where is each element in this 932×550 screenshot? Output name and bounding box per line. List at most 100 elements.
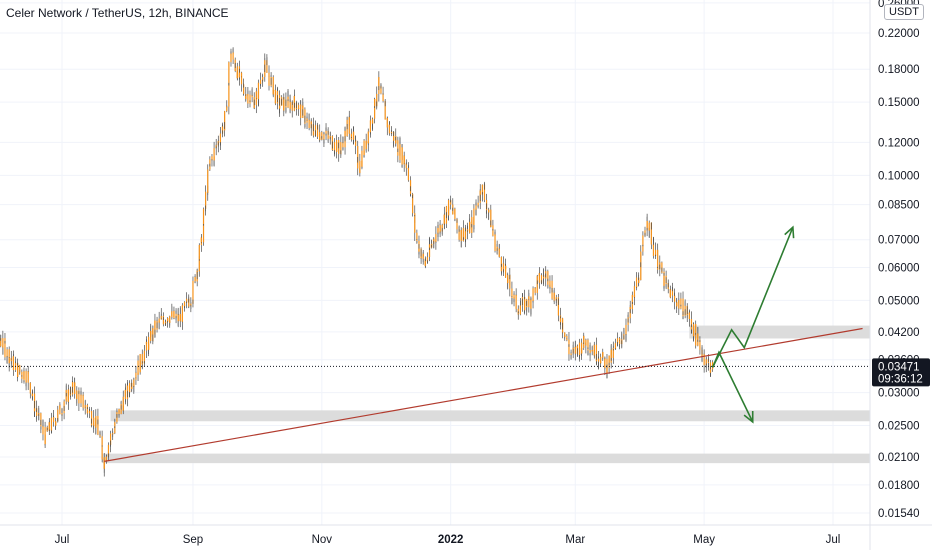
y-tick-label-6: 0.08500 — [878, 200, 920, 212]
candle-body-121 — [103, 457, 105, 469]
candle-body-225 — [213, 148, 215, 161]
candle-body-60 — [40, 413, 42, 426]
candle-body-544 — [551, 280, 553, 293]
price-axis[interactable]: 0.260000.220000.180000.150000.120000.100… — [869, 0, 920, 550]
candle-body-496 — [500, 256, 502, 267]
candle-body-511 — [515, 295, 517, 309]
candle-body-42 — [21, 371, 23, 377]
candle-body-437 — [437, 227, 439, 233]
candle-body-27 — [4, 343, 6, 358]
candle-body-560 — [568, 339, 570, 347]
candle-body-135 — [118, 409, 120, 415]
candle-body-403 — [401, 147, 403, 165]
candle-body-109 — [90, 423, 93, 426]
candle-body-191 — [177, 315, 179, 322]
candle-body-102 — [84, 407, 86, 409]
candle-body-153 — [137, 360, 139, 375]
candle-body-689 — [703, 354, 705, 366]
candle-body-505 — [509, 279, 511, 289]
bullish-projection-head — [784, 225, 795, 239]
candle-body-323 — [316, 129, 319, 137]
y-tick-label-4: 0.12000 — [878, 137, 920, 149]
candle-body-313 — [306, 118, 308, 120]
candle-body-193 — [179, 313, 181, 322]
candle-body-537 — [543, 276, 545, 279]
candle-body-219 — [207, 169, 209, 193]
candle-body-273 — [264, 60, 266, 65]
candle-body-479 — [481, 184, 483, 193]
candle-body-139 — [122, 396, 124, 411]
candle-body-283 — [274, 89, 276, 104]
support-zone-upper — [110, 410, 871, 422]
candle-body-467 — [469, 221, 471, 234]
candle-body-335 — [329, 136, 331, 138]
candle-body-165 — [150, 330, 152, 342]
candle-body-393 — [390, 131, 393, 133]
candle-body-181 — [167, 318, 169, 322]
candle-body-287 — [278, 105, 281, 109]
candle-body-127 — [109, 433, 112, 441]
time-axis[interactable]: Jul Sep Nov 2022 Mar May Jul — [0, 524, 932, 546]
support-trendline — [104, 327, 863, 462]
candle-body-397 — [395, 140, 397, 144]
candle-body-29 — [6, 349, 8, 356]
candle-body-666 — [680, 304, 682, 309]
candle-body-209 — [196, 270, 198, 272]
candle-body-79 — [59, 405, 61, 415]
arrows-layer — [711, 225, 795, 424]
candle-body-132 — [116, 413, 118, 423]
candle-body-415 — [414, 216, 416, 233]
candle-body-367 — [363, 140, 365, 156]
candle-body-277 — [268, 76, 270, 86]
candle-body-357 — [352, 131, 355, 140]
currency-unit-button[interactable]: USDT — [884, 4, 924, 20]
candle-body-619 — [629, 307, 631, 310]
candle-body-31 — [8, 357, 10, 364]
candle-body-238 — [228, 82, 230, 107]
candle-body-51 — [29, 392, 31, 394]
candle-body-75 — [55, 421, 57, 426]
candle-body-107 — [88, 410, 91, 412]
candle-body-169 — [154, 320, 156, 330]
candle-body-661 — [673, 295, 676, 302]
candle-body-469 — [471, 217, 473, 225]
x-tick-label-2: Nov — [312, 534, 333, 546]
candle-body-522 — [528, 296, 530, 308]
candle-body-331 — [325, 130, 327, 134]
candle-body-365 — [361, 150, 363, 167]
candle-body-133 — [116, 412, 118, 414]
candle-body-223 — [211, 156, 213, 160]
candle-body-523 — [528, 296, 530, 300]
candle-body-685 — [699, 342, 701, 350]
candle-body-515 — [519, 305, 521, 309]
candle-body-547 — [553, 292, 555, 301]
candle-body-67 — [46, 430, 48, 432]
candle-body-257 — [247, 94, 249, 104]
candle-body-101 — [82, 395, 84, 408]
candle-body-488 — [492, 225, 494, 231]
candle-body-413 — [412, 198, 414, 214]
y-tick-label-16: 0.01540 — [878, 508, 920, 520]
candle-body-373 — [369, 120, 371, 133]
candle-body-375 — [371, 118, 374, 124]
candle-body-253 — [243, 87, 245, 94]
candle-body-630 — [642, 244, 644, 252]
candle-body-409 — [407, 167, 410, 181]
candle-body-543 — [549, 280, 551, 287]
candle-body-453 — [454, 208, 456, 220]
candle-body-163 — [148, 336, 150, 350]
candle-body-221 — [209, 159, 211, 164]
candle-body-297 — [289, 102, 291, 109]
candle-body-117 — [99, 435, 101, 437]
candle-body-433 — [433, 239, 435, 242]
candle-body-591 — [600, 356, 602, 364]
candle-body-563 — [570, 353, 572, 355]
candle-body-450 — [452, 204, 454, 211]
y-tick-label-9: 0.05000 — [878, 295, 920, 307]
candle-body-695 — [709, 369, 712, 373]
candle-body-108 — [90, 411, 93, 424]
candle-body-295 — [287, 96, 289, 100]
candle-body-489 — [492, 230, 494, 236]
candle-body-627 — [638, 280, 640, 283]
